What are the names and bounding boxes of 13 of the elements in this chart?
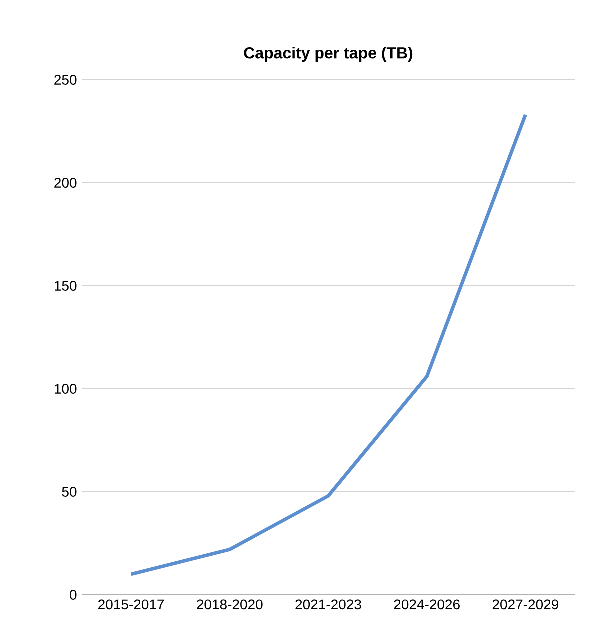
y-tick-label: 250: [54, 75, 77, 85]
y-tick-label: 50: [62, 487, 77, 497]
x-tick-label: 2024-2026: [394, 600, 460, 610]
x-tick-label: 2027-2029: [492, 600, 558, 610]
line-series: [130, 113, 528, 576]
chart-title: Capacity per tape (TB): [244, 47, 413, 62]
y-tick-label: 100: [55, 384, 77, 394]
y-tick-label: 200: [54, 178, 77, 188]
x-tick-label: 2018-2020: [197, 600, 263, 610]
y-tick-label: 150: [55, 281, 77, 291]
x-tick-label: 2015-2017: [98, 600, 164, 610]
y-tick-label: 0: [70, 590, 77, 600]
x-tick-label: 2021-2023: [296, 600, 362, 610]
